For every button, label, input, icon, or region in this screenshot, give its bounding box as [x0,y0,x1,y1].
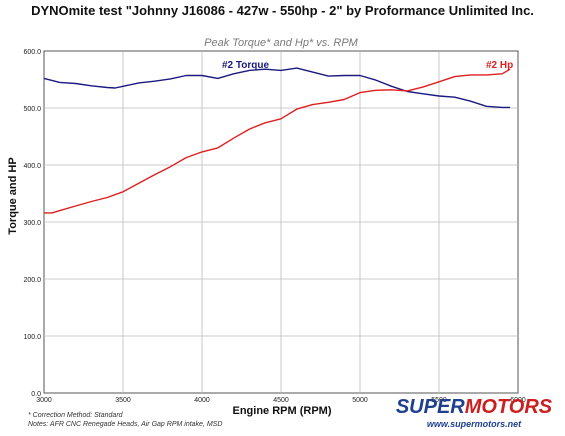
y-tick-label: 200.0 [23,277,41,284]
x-tick-label: 4500 [273,397,289,404]
note-correction-method: * Correction Method: Standard [28,412,123,419]
x-tick-label: 3500 [115,397,131,404]
x-tick-labels: 3000 3500 4000 4500 5000 5500 6000 [36,397,526,404]
y-tick-label: 500.0 [23,106,41,113]
logo-wordmark: SUPERMOTORS [386,396,562,419]
logo-part-motors: MOTORS [464,396,553,418]
chart-subtitle: Peak Torque* and Hp* vs. RPM [204,37,359,49]
grid-lines [44,51,518,393]
y-tick-label: 0.0 [31,391,41,398]
y-tick-label: 300.0 [23,220,41,227]
y-tick-label: 100.0 [23,334,41,341]
x-tick-label: 5500 [431,397,447,404]
series-lines [43,67,511,214]
x-axis-label: Engine RPM (RPM) [233,405,332,417]
logo-part-super: SUPER [395,396,465,418]
y-tick-label: 400.0 [23,163,41,170]
series-line-hp [44,68,511,214]
x-tick-label: 6000 [510,397,526,404]
x-tick-label: 3000 [36,397,52,404]
note-build: Notes: AFR CNC Renegade Heads, Air Gap R… [28,421,223,428]
y-tick-label: 600.0 [23,49,41,56]
legend-label-torque: #2 Torque [222,60,269,71]
logo-url: www.supermotors.net [426,419,522,429]
supermotors-logo: SUPERMOTORS www.supermotors.net [386,396,562,434]
y-tick-labels: 0.0 100.0 200.0 300.0 400.0 500.0 600.0 [23,49,41,398]
x-tick-label: 4000 [194,397,210,404]
x-tick-label: 5000 [352,397,368,404]
legend-label-hp: #2 Hp [486,60,513,71]
y-axis-label: Torque and HP [7,157,19,234]
page-title: DYNOmite test "Johnny J16086 - 427w - 55… [31,3,534,18]
series-line-torque [43,67,511,109]
